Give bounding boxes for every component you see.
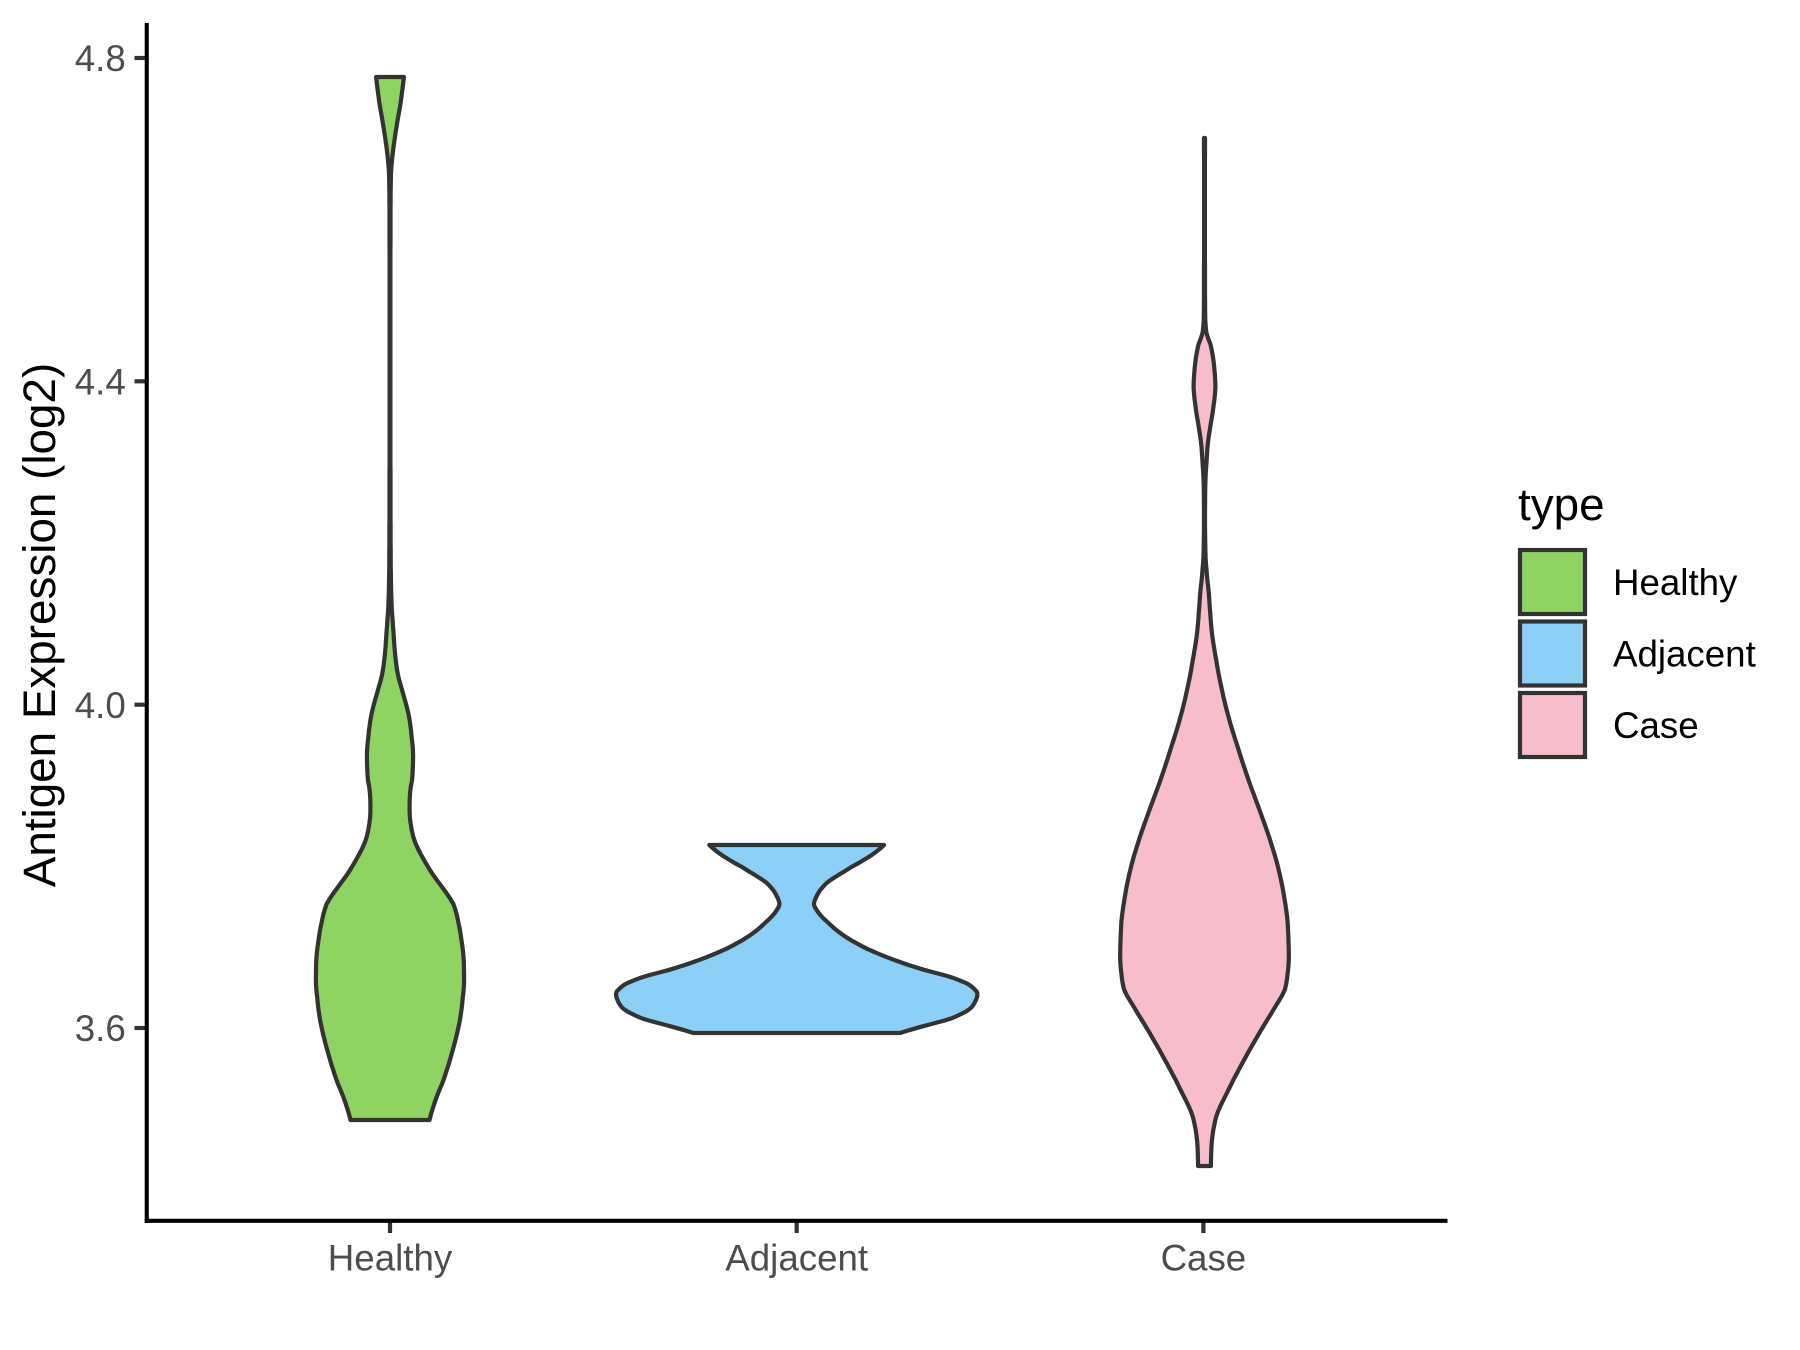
svg-text:Antigen Expression (log2): Antigen Expression (log2) — [14, 363, 65, 887]
svg-text:4.8: 4.8 — [75, 38, 126, 79]
svg-text:Adjacent: Adjacent — [725, 1238, 868, 1279]
svg-text:Healthy: Healthy — [328, 1238, 453, 1279]
svg-text:Healthy: Healthy — [1613, 562, 1738, 603]
svg-text:Case: Case — [1161, 1238, 1247, 1279]
svg-text:4.0: 4.0 — [75, 685, 126, 726]
svg-text:type: type — [1518, 479, 1605, 530]
svg-text:Adjacent: Adjacent — [1613, 634, 1756, 675]
svg-text:3.6: 3.6 — [75, 1008, 126, 1049]
svg-text:Case: Case — [1613, 705, 1699, 746]
svg-text:4.4: 4.4 — [75, 362, 126, 403]
